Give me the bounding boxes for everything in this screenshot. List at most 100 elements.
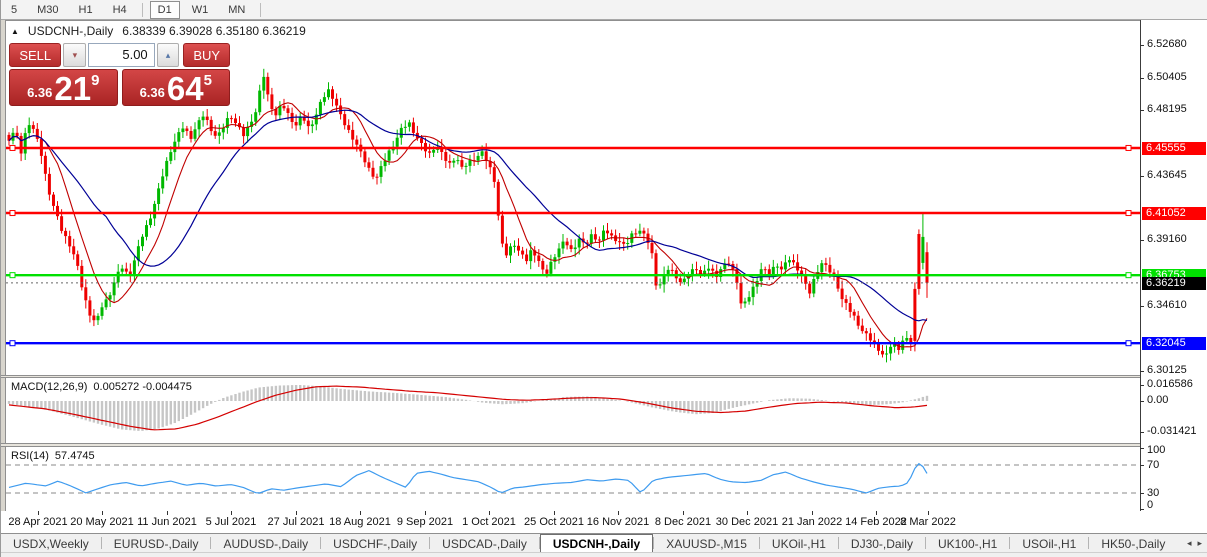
sell-button[interactable]: SELL	[9, 43, 62, 67]
macd-tick-label: 0.00	[1147, 394, 1169, 406]
volume-decrease-button[interactable]: ▾	[63, 43, 87, 67]
pane-separator[interactable]	[1, 443, 1207, 447]
chart-tab-usoil-h1[interactable]: USOil-,H1	[1022, 536, 1077, 551]
buy-button[interactable]: BUY	[183, 43, 230, 67]
price-tick-label: 6.52680	[1147, 38, 1187, 50]
current-price-label: 6.36219	[1142, 277, 1206, 290]
macd-tick-label: -0.031421	[1147, 425, 1197, 437]
price-tick-mark	[1140, 240, 1144, 241]
pane-separator[interactable]	[1, 375, 1207, 378]
timeframe-button-M30[interactable]: M30	[37, 3, 59, 16]
date-label: 25 Oct 2021	[524, 516, 584, 528]
tab-separator	[100, 537, 102, 549]
volume-increase-button[interactable]: ▴	[156, 43, 180, 67]
date-tick-mark	[425, 511, 426, 515]
price-tick-label: 6.30125	[1147, 364, 1187, 376]
chart-tab-xauusd-m15[interactable]: XAUUSD-,M15	[666, 536, 747, 551]
spinner-down-icon: ▾	[72, 49, 78, 60]
price-tick-mark	[1140, 45, 1144, 46]
chart-tab-audusd-daily[interactable]: AUDUSD-,Daily	[223, 536, 309, 551]
price-tick-mark	[1140, 110, 1144, 111]
bottom-strip	[1, 552, 1207, 557]
date-label: 9 Sep 2021	[396, 516, 454, 528]
tab-separator	[210, 537, 212, 549]
timeframe-toolbar: 5 M30 H1 H4 D1 W1 MN	[1, 0, 1207, 20]
date-tick-mark	[296, 511, 297, 515]
price-tick-mark	[1140, 176, 1144, 177]
toolbar-separator	[141, 2, 143, 17]
chart-tab-eurusd-daily[interactable]: EURUSD-,Daily	[113, 536, 199, 551]
chart-tab-dj30-daily[interactable]: DJ30-,Daily	[850, 536, 913, 551]
price-tick-mark	[1140, 371, 1144, 372]
volume-input[interactable]: 5.00	[88, 43, 155, 67]
chart-tab-usdchf-daily[interactable]: USDCHF-,Daily	[333, 536, 418, 551]
date-tick-mark	[812, 511, 813, 515]
ohlc-values: 6.38339 6.39028 6.35180 6.36219	[122, 24, 306, 38]
macd-values: 0.005272 -0.004475	[93, 381, 192, 393]
date-tick-mark	[683, 511, 684, 515]
chart-tab-ukoil-h1[interactable]: UKOil-,H1	[771, 536, 826, 551]
date-tick-mark	[360, 511, 361, 515]
macd-pane[interactable]	[6, 378, 1140, 443]
date-tick-mark	[102, 511, 103, 515]
date-tick-mark	[554, 511, 555, 515]
tab-scroll-right-icon[interactable]: ▸	[1197, 537, 1202, 548]
chart-tab-usdcnh-daily[interactable]: USDCNH-,Daily	[539, 534, 654, 552]
date-tick-mark	[876, 511, 877, 515]
rsi-tick-label: 0	[1147, 499, 1154, 511]
chart-tab-usdx-weekly[interactable]: USDX,Weekly	[13, 536, 89, 551]
timeframe-button-D1[interactable]: D1	[149, 0, 180, 19]
macd-tick-label: 0.016586	[1147, 378, 1193, 390]
chart-tab-hk50-daily[interactable]: HK50-,Daily	[1101, 536, 1166, 551]
rsi-label: RSI(14) 57.4745	[11, 450, 95, 462]
sell-price-sup: 9	[91, 72, 100, 89]
buy-price-base: 6.36	[139, 85, 165, 100]
rsi-tick-label: 30	[1147, 487, 1160, 499]
chart-title: ▲ USDCNH-,Daily 6.38339 6.39028 6.35180 …	[11, 24, 306, 38]
tab-separator	[924, 537, 926, 549]
sell-price-button[interactable]: 6.36 21 9	[9, 69, 118, 106]
price-tick-label: 6.48195	[1147, 103, 1187, 115]
date-label: 30 Dec 2021	[715, 516, 779, 528]
tab-separator	[1088, 537, 1090, 549]
date-label: 18 Aug 2021	[329, 516, 391, 528]
level-price-label: 6.41052	[1142, 207, 1206, 220]
date-tick-mark	[747, 511, 748, 515]
spinner-up-icon: ▴	[165, 49, 171, 60]
price-axis[interactable]	[1140, 20, 1207, 512]
date-label: 20 May 2021	[70, 516, 134, 528]
timeframe-button-5[interactable]: 5	[11, 3, 18, 16]
date-label: 1 Oct 2021	[462, 516, 516, 528]
price-pane[interactable]	[6, 20, 1140, 375]
chart-left-frame	[1, 20, 6, 532]
timeframe-button-MN[interactable]: MN	[228, 3, 246, 16]
date-axis[interactable]: 28 Apr 2021 20 May 2021 11 Jun 2021 5 Jul 2…	[1, 511, 1207, 533]
date-tick-mark	[231, 511, 232, 515]
tab-separator	[538, 537, 540, 549]
level-price-label: 6.45555	[1142, 142, 1206, 155]
date-label: 16 Nov 2021	[586, 516, 650, 528]
collapse-arrow-icon[interactable]: ▲	[11, 26, 19, 36]
tab-separator	[320, 537, 322, 549]
rsi-tick-label: 100	[1147, 444, 1166, 456]
chart-tab-uk100-h1[interactable]: UK100-,H1	[937, 536, 998, 551]
date-tick-mark	[167, 511, 168, 515]
rsi-name: RSI(14)	[11, 450, 49, 462]
timeframe-button-W1[interactable]: W1	[191, 3, 209, 16]
timeframe-button-H1[interactable]: H1	[78, 3, 93, 16]
chart-tab-usdcad-daily[interactable]: USDCAD-,Daily	[442, 536, 527, 551]
date-label: 28 Apr 2021	[8, 516, 68, 528]
price-tick-label: 6.34610	[1147, 299, 1187, 311]
date-tick-mark	[618, 511, 619, 515]
date-label: 14 Feb 2022	[845, 516, 907, 528]
buy-price-button[interactable]: 6.36 64 5	[121, 69, 230, 106]
rsi-pane[interactable]	[6, 447, 1140, 511]
date-label: 21 Jan 2022	[781, 516, 843, 528]
tab-separator	[429, 537, 431, 549]
macd-label: MACD(12,26,9) 0.005272 -0.004475	[11, 381, 192, 393]
rsi-value: 57.4745	[54, 450, 95, 462]
tab-scroll-left-icon[interactable]: ◂	[1186, 537, 1192, 548]
date-label: 27 Jul 2021	[267, 516, 325, 528]
timeframe-button-H4[interactable]: H4	[112, 3, 127, 16]
